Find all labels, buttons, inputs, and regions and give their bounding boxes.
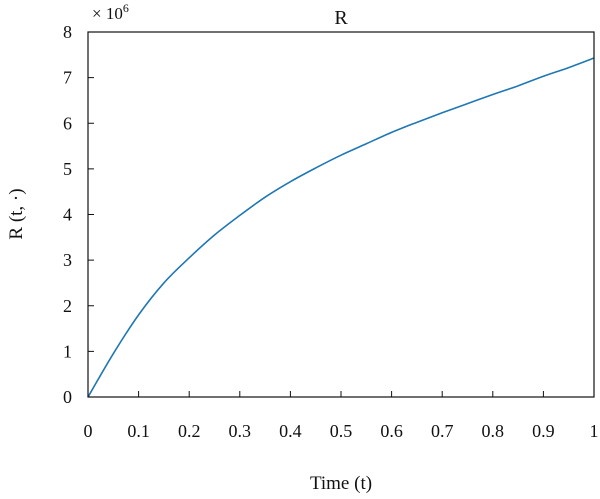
y-tick-label: 6: [63, 113, 72, 133]
y-scale-base: × 10: [92, 4, 123, 23]
x-tick-label: 0.8: [482, 421, 505, 441]
y-tick-label: 4: [63, 205, 72, 225]
y-tick-label: 1: [63, 341, 72, 361]
y-tick-label: 5: [63, 159, 72, 179]
x-tick-label: 0.7: [431, 421, 454, 441]
x-tick-label: 0.6: [380, 421, 403, 441]
y-tick-label: 8: [63, 22, 72, 42]
x-tick-label: 0.2: [178, 421, 201, 441]
x-tick-label: 0.9: [532, 421, 555, 441]
x-tick-label: 1: [590, 421, 599, 441]
plot-area-frame: [87, 31, 595, 398]
y-tick-label: 7: [63, 68, 72, 88]
x-tick-label: 0.3: [229, 421, 252, 441]
y-tick-label: 3: [63, 250, 72, 270]
series-layer: [87, 57, 595, 398]
x-tick-label: 0.1: [127, 421, 150, 441]
chart-title: R: [334, 7, 348, 29]
ticks-layer: 0 0.1 0.2 0.3 0.4 0.5 0.6 0.7 0.8 0.9 1 0 1 2 3 4 5 6 7 8: [63, 22, 599, 441]
x-tick-label: 0: [84, 421, 93, 441]
y-tick-label: 2: [63, 296, 72, 316]
x-tick-label: 0.5: [330, 421, 353, 441]
y-axis-label: R (t, ·): [6, 188, 27, 239]
series-line: [87, 57, 595, 398]
y-tick-label: 0: [63, 387, 72, 407]
x-tick-label: 0.4: [279, 421, 302, 441]
y-scale-exponent: 6: [123, 1, 129, 15]
x-axis-label: Time (t): [310, 473, 372, 494]
y-scale-multiplier: × 106: [92, 1, 129, 23]
